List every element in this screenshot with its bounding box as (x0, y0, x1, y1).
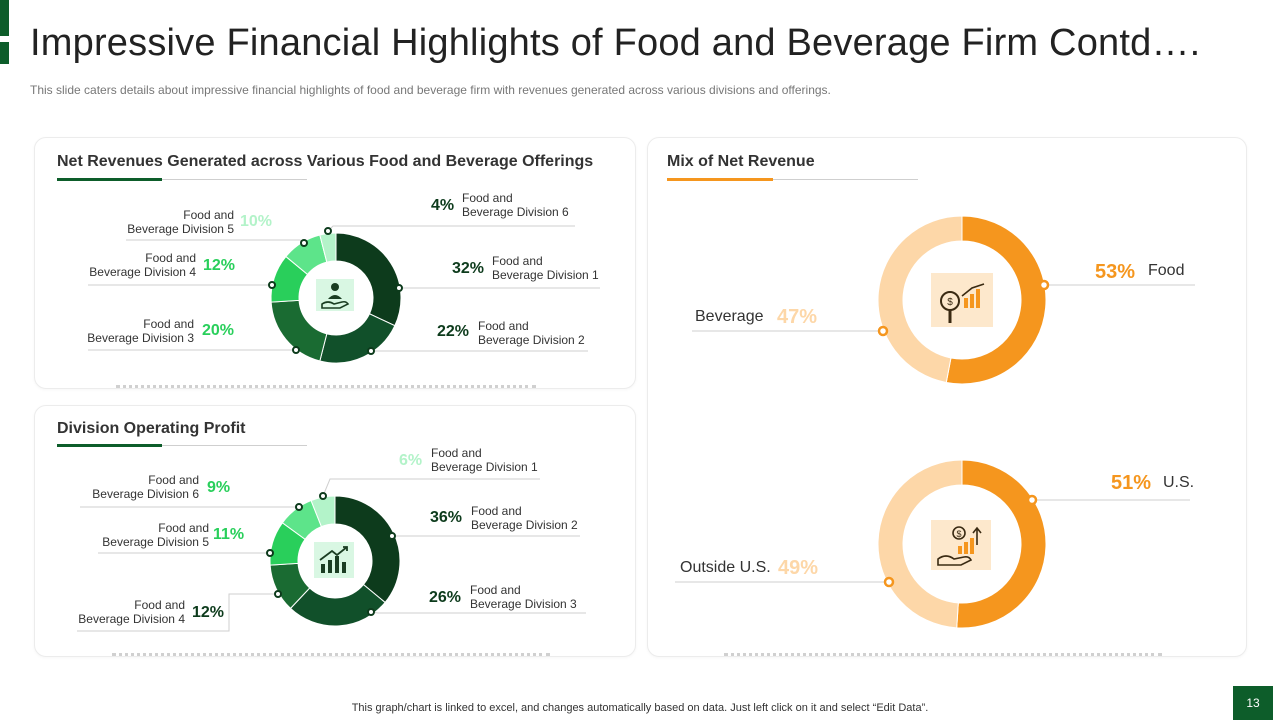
div4-label: Food and Beverage Division 4 (89, 251, 196, 279)
net-revenue-slice-2 (319, 313, 396, 364)
op-div2-pct-label: 36% (430, 509, 463, 526)
net-revenue-slice-6 (319, 232, 337, 263)
page-number: 13 (1233, 686, 1273, 720)
card-shadow-dots (724, 653, 1162, 656)
leader-line-div1 (322, 478, 540, 497)
page-title: Impressive Financial Highlights of Food … (30, 22, 1201, 64)
leader-dot (388, 532, 396, 540)
leader-dot (1026, 494, 1038, 506)
growth-chart-icon (314, 542, 354, 578)
card-shadow-dots (112, 653, 550, 656)
net-revenue-slice-1 (335, 232, 402, 327)
card-shadow-dots (116, 385, 536, 388)
op-div4-pct-label: 12% (192, 604, 225, 621)
leader-dot (295, 503, 303, 511)
leader-line-div5 (126, 239, 306, 244)
header-accent-bar-small (0, 42, 9, 64)
title-underline-accent (667, 178, 773, 181)
leader-dot (274, 590, 282, 598)
operating-profit-slice-1 (310, 495, 336, 528)
leader-dot (883, 576, 895, 588)
leader-dot (367, 347, 375, 355)
hand-person-icon (316, 279, 354, 311)
title-underline (773, 179, 918, 180)
leader-dot (266, 549, 274, 557)
beverage-label: Beverage (695, 308, 764, 325)
op-div1-pct-label: 6% (399, 452, 423, 469)
op-div6-label: Food and Beverage Division 6 (92, 473, 199, 501)
operating-profit-slice-2 (334, 495, 401, 604)
leader-lines (692, 284, 1195, 332)
leader-dot (367, 608, 375, 616)
leader-dot (877, 325, 889, 337)
mix-geography-slice-2 (877, 459, 963, 629)
op-div5-label: Food and Beverage Division 5 (102, 521, 209, 549)
leader-dot (395, 284, 403, 292)
leader-lines (77, 478, 586, 632)
leader-dots (268, 227, 403, 355)
div3-pct-label: 20% (202, 322, 235, 339)
net-revenues-title: Net Revenues Generated across Various Fo… (57, 153, 594, 170)
leader-line-div3 (370, 611, 586, 614)
leader-dots (266, 492, 396, 616)
leader-dots (883, 494, 1038, 588)
leader-line-div4 (77, 593, 278, 632)
op-div3-label: Food and Beverage Division 3 (470, 583, 577, 611)
header-accent-bar (0, 0, 9, 36)
leader-dot (324, 227, 332, 235)
leader-lines (675, 499, 1190, 583)
leader-dot (300, 239, 308, 247)
div1-label: Food and Beverage Division 1 (492, 254, 599, 282)
leader-dots (877, 279, 1050, 337)
leader-dot (1038, 279, 1050, 291)
outside-us-label: Outside U.S. (680, 559, 771, 576)
operating-profit-title: Division Operating Profit (57, 420, 246, 437)
div2-pct-label: 22% (437, 323, 470, 340)
op-div3-pct-label: 26% (429, 589, 462, 606)
op-div4-label: Food and Beverage Division 4 (78, 598, 185, 626)
op-div2-label: Food and Beverage Division 2 (471, 504, 578, 532)
div3-label: Food and Beverage Division 3 (87, 317, 194, 345)
title-underline (162, 445, 307, 446)
page-subtitle: This slide caters details about impressi… (30, 83, 831, 97)
div6-pct-label: 4% (431, 197, 455, 214)
magnifier-coin-chart-icon: $ (931, 273, 993, 327)
footer-note: This graph/chart is linked to excel, and… (351, 702, 929, 714)
mix-food-beverage-slice-2 (877, 215, 963, 384)
beverage-pct-label: 47% (777, 306, 818, 328)
svg-text:$: $ (947, 297, 953, 308)
title-underline-accent (57, 178, 162, 181)
title-underline-accent (57, 444, 162, 447)
op-div5-pct-label: 11% (213, 526, 245, 543)
us-pct-label: 51% (1111, 472, 1152, 494)
us-label: U.S. (1163, 474, 1195, 491)
op-div6-pct-label: 9% (207, 479, 231, 496)
op-div1-label: Food and Beverage Division 1 (431, 446, 538, 474)
leader-dot (319, 492, 327, 500)
hand-money-bars-icon: $ (931, 520, 991, 570)
leader-dot (268, 281, 276, 289)
div6-label: Food and Beverage Division 6 (462, 191, 569, 219)
div1-pct-label: 32% (452, 260, 485, 277)
mix-revenue-title: Mix of Net Revenue (667, 153, 815, 170)
food-label: Food (1148, 262, 1185, 279)
title-underline (162, 179, 307, 180)
div4-pct-label: 12% (203, 257, 236, 274)
mix-food-beverage-slice-1 (945, 215, 1047, 385)
outside-us-pct-label: 49% (778, 557, 819, 579)
div2-label: Food and Beverage Division 2 (478, 319, 585, 347)
div5-pct-label: 10% (240, 213, 273, 230)
svg-text:$: $ (956, 529, 961, 539)
leader-dot (292, 346, 300, 354)
food-pct-label: 53% (1095, 261, 1136, 283)
div5-label: Food and Beverage Division 5 (127, 208, 234, 236)
leader-line-div6 (327, 225, 575, 232)
